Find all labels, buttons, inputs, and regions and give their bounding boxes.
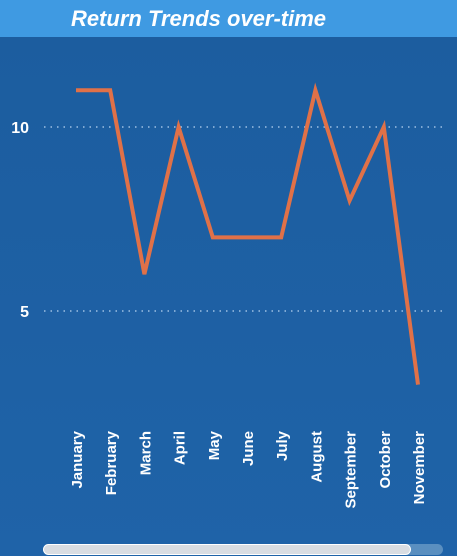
horizontal-scrollbar[interactable] (43, 544, 443, 555)
x-tick-label: September (343, 431, 360, 509)
plot-background (0, 37, 457, 556)
scrollbar-thumb[interactable] (43, 544, 411, 555)
y-axis-ticks: 5 10 (11, 120, 29, 321)
x-tick-label: October (377, 431, 394, 489)
x-tick-label: March (137, 431, 154, 475)
x-tick-label: May (206, 430, 223, 460)
x-tick-label: January (69, 430, 86, 488)
chart-title: Return Trends over-time (70, 5, 327, 31)
x-tick-label: April (172, 431, 189, 465)
x-tick-label: February (103, 430, 120, 495)
x-axis-labels: January February March April May June July Augu… (69, 430, 428, 508)
series-line (76, 82, 420, 385)
y-tick-label: 5 (20, 304, 29, 321)
title-bar: Return Trends over-time (0, 0, 457, 37)
y-tick-label: 10 (11, 120, 29, 137)
x-tick-label: November (411, 431, 428, 505)
x-tick-label: July (274, 430, 291, 461)
x-tick-label: August (308, 431, 325, 483)
x-tick-label: June (240, 431, 257, 466)
